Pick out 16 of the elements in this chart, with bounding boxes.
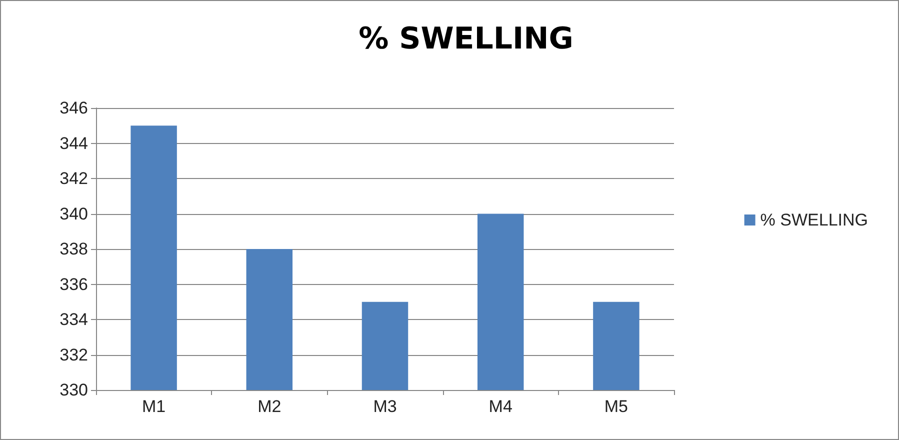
x-tick-label: M3	[373, 397, 397, 416]
y-tick-label: 338	[60, 240, 88, 258]
chart-title: % SWELLING	[358, 22, 574, 56]
legend-label: % SWELLING	[760, 210, 868, 230]
y-tick-label: 346	[60, 98, 88, 118]
y-tick-label: 330	[60, 380, 88, 400]
y-tick-label: 332	[60, 345, 88, 364]
x-tick-label: M5	[604, 397, 628, 416]
x-tick-label: M1	[142, 397, 166, 416]
x-tick-label: M2	[258, 397, 282, 416]
y-tick-label: 336	[60, 274, 88, 294]
y-tick-label: 334	[60, 310, 88, 329]
y-tick-label: 344	[60, 134, 88, 153]
y-tick-label: 340	[60, 204, 88, 224]
x-tick-label: M4	[488, 397, 512, 416]
y-tick-label: 342	[60, 169, 88, 188]
